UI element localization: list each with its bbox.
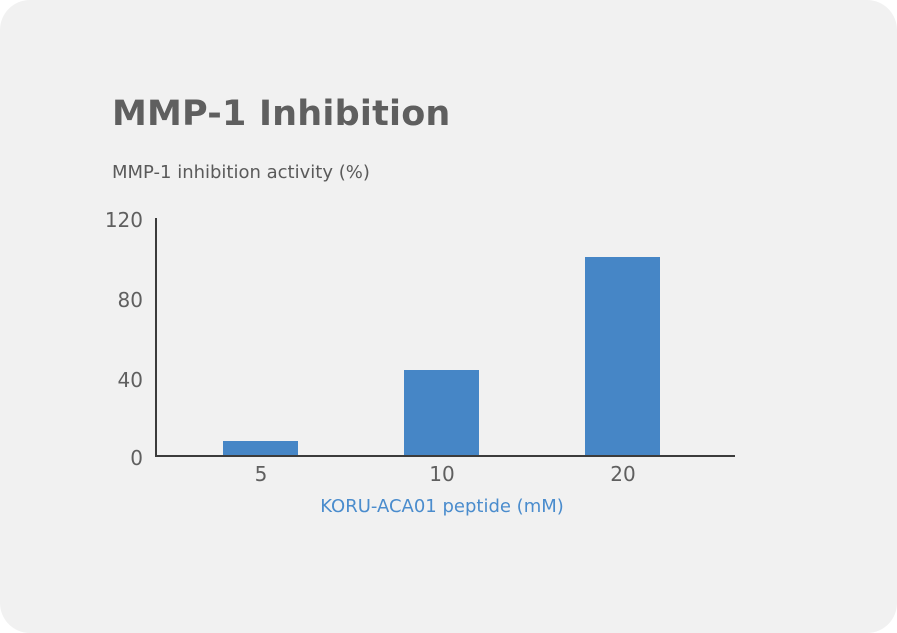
y-tick-40: 40 xyxy=(117,368,143,392)
y-axis xyxy=(155,218,157,457)
y-axis-label: MMP-1 inhibition activity (%) xyxy=(112,162,370,183)
y-tick-80: 80 xyxy=(117,288,143,312)
x-axis xyxy=(155,455,735,457)
x-tick-20: 20 xyxy=(610,462,636,486)
bar-10mM xyxy=(404,370,479,455)
x-tick-5: 5 xyxy=(254,462,268,486)
y-tick-0: 0 xyxy=(130,446,143,470)
x-tick-10: 10 xyxy=(429,462,455,486)
y-tick-120: 120 xyxy=(104,208,143,232)
chart-title: MMP-1 Inhibition xyxy=(112,94,451,134)
bar-20mM xyxy=(585,257,660,455)
x-axis-label: KORU-ACA01 peptide (mM) xyxy=(320,496,564,517)
bar-5mM xyxy=(223,441,298,455)
